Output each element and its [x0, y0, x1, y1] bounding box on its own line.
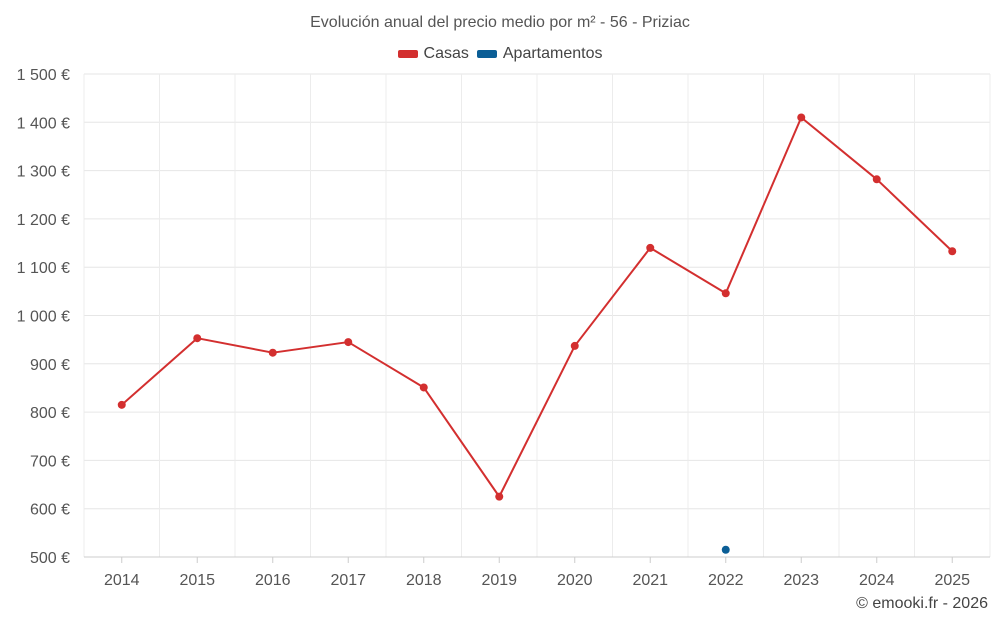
data-point-casas — [948, 247, 957, 256]
legend-label-casas: Casas — [423, 45, 469, 62]
data-point-casas — [117, 400, 126, 409]
y-tick-label: 1 300 € — [17, 164, 70, 181]
x-tick-label: 2020 — [557, 572, 593, 589]
data-point-apartamentos — [721, 545, 730, 554]
x-tick-label: 2014 — [104, 572, 140, 589]
x-tick-label: 2017 — [330, 572, 366, 589]
x-tick-label: 2016 — [255, 572, 291, 589]
y-tick-label: 500 € — [30, 550, 70, 567]
y-tick-label: 1 200 € — [17, 212, 70, 229]
x-tick-label: 2021 — [632, 572, 668, 589]
y-tick-label: 1 000 € — [17, 309, 70, 326]
y-tick-label: 700 € — [30, 453, 70, 470]
series-line-casas — [121, 116, 953, 498]
chart-title: Evolución anual del precio medio por m² … — [310, 14, 690, 31]
x-tick-label: 2019 — [481, 572, 517, 589]
y-tick-label: 1 500 € — [17, 67, 70, 84]
y-tick-label: 800 € — [30, 405, 70, 422]
y-tick-label: 600 € — [30, 502, 70, 519]
y-tick-label: 1 400 € — [17, 115, 70, 132]
x-tick-label: 2025 — [934, 572, 970, 589]
x-tick-label: 2022 — [708, 572, 744, 589]
legend-swatch-casas — [397, 50, 418, 58]
data-point-casas — [419, 383, 428, 392]
data-point-casas — [193, 334, 202, 343]
data-point-casas — [344, 338, 353, 347]
credit-text: © emooki.fr - 2026 — [856, 595, 988, 612]
data-point-casas — [268, 348, 277, 357]
data-point-casas — [570, 341, 579, 350]
legend-swatch-apartamentos — [476, 50, 497, 58]
data-point-casas — [872, 175, 881, 184]
legend-item-casas[interactable]: Casas — [397, 45, 469, 63]
y-tick-label: 1 100 € — [17, 260, 70, 277]
data-point-casas — [797, 113, 806, 122]
x-tick-label: 2018 — [406, 572, 442, 589]
x-tick-label: 2023 — [783, 572, 819, 589]
legend-item-apartamentos[interactable]: Apartamentos — [476, 45, 603, 63]
data-point-casas — [646, 243, 655, 252]
data-point-casas — [495, 492, 504, 501]
x-tick-label: 2015 — [179, 572, 215, 589]
x-tick-label: 2024 — [859, 572, 895, 589]
legend-label-apartamentos: Apartamentos — [502, 45, 603, 62]
legend: Casas Apartamentos — [0, 45, 1000, 63]
data-point-casas — [721, 289, 730, 298]
y-tick-label: 900 € — [30, 357, 70, 374]
